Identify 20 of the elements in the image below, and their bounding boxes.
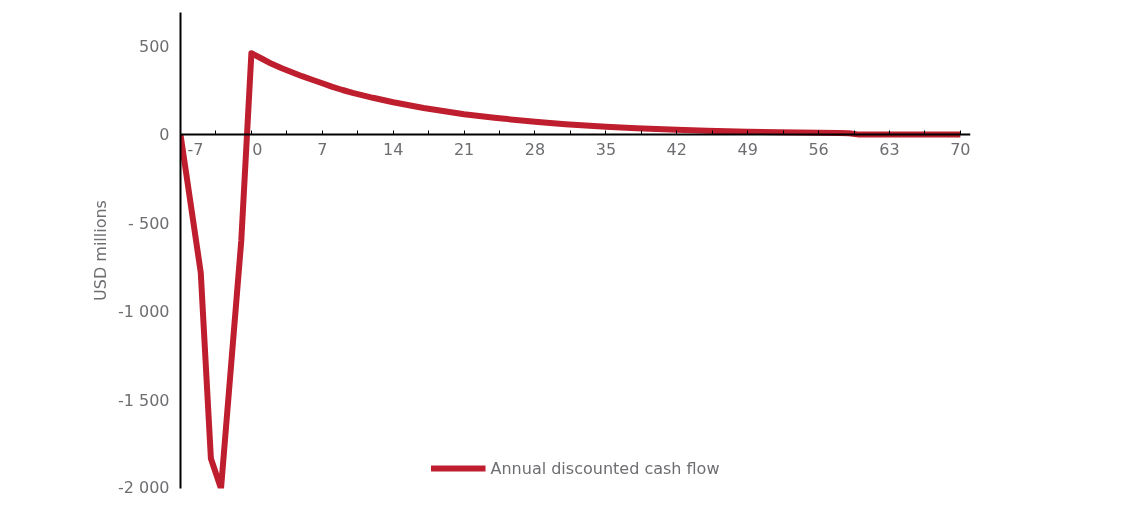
y-tick-label: 0 bbox=[159, 125, 170, 145]
x-tick-label: 42 bbox=[666, 139, 687, 159]
y-tick-label: -2 000 bbox=[117, 477, 170, 497]
y-tick-label: -1 000 bbox=[117, 302, 170, 322]
x-tick-label: -7 bbox=[187, 139, 204, 159]
x-tick-label: 49 bbox=[737, 139, 758, 159]
y-tick-label: -1 500 bbox=[117, 390, 170, 410]
x-tick-label: 7 bbox=[317, 139, 328, 159]
y-axis-title: USD millions bbox=[90, 200, 110, 301]
x-tick-label: 0 bbox=[252, 139, 263, 159]
x-tick-label: 70 bbox=[950, 139, 971, 159]
y-tick-label: - 500 bbox=[128, 213, 170, 233]
legend-label: Annual discounted cash flow bbox=[490, 458, 720, 478]
x-tick-label: 28 bbox=[524, 139, 546, 159]
x-tick-label: 14 bbox=[383, 139, 404, 159]
x-tick-label: 35 bbox=[595, 139, 617, 159]
x-tick-label: 56 bbox=[808, 139, 829, 159]
x-tick-label: 21 bbox=[453, 139, 475, 159]
x-tick-label: 63 bbox=[879, 139, 900, 159]
y-tick-label: 500 bbox=[138, 36, 170, 56]
